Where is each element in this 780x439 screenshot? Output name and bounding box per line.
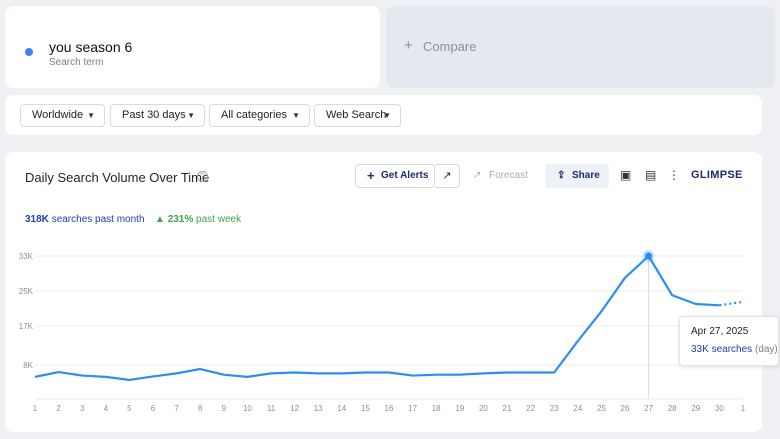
- x-tick-label: 2: [56, 404, 61, 413]
- x-tick-label: 11: [267, 404, 276, 413]
- plus-icon: +: [367, 168, 375, 183]
- search-type-label: Web Search: [326, 109, 387, 121]
- x-tick-label: 27: [644, 404, 653, 413]
- help-icon[interactable]: ?: [197, 171, 208, 182]
- x-tick-label: 8: [198, 404, 203, 413]
- time-range-label: Past 30 days: [122, 109, 186, 121]
- x-tick-label: 29: [691, 404, 700, 413]
- caret-down-icon: ▼: [87, 111, 95, 120]
- series-line: [34, 254, 720, 382]
- x-tick-label: 22: [526, 404, 535, 413]
- monthly-volume-stat: 318K searches past month: [25, 214, 145, 225]
- x-tick-label: 28: [668, 404, 677, 413]
- camera-icon[interactable]: ▣: [620, 168, 632, 182]
- chart-panel: Daily Search Volume Over Time ? + Get Al…: [5, 152, 779, 432]
- y-tick-label: 8K: [23, 361, 33, 370]
- x-tick-label: 21: [503, 404, 512, 413]
- plus-icon: +: [404, 37, 413, 54]
- caret-down-icon: ▼: [383, 111, 391, 120]
- tooltip-date: Apr 27, 2025: [691, 326, 749, 337]
- get-alerts-button[interactable]: + Get Alerts: [355, 164, 435, 188]
- x-tick-label: 23: [550, 404, 559, 413]
- x-tick-label: 9: [222, 404, 227, 413]
- x-tick-label: 30: [715, 404, 724, 413]
- y-tick-label: 17K: [19, 322, 34, 331]
- x-tick-label: 15: [361, 404, 370, 413]
- forecast-line: [719, 300, 744, 307]
- document-icon[interactable]: ▤: [645, 168, 657, 182]
- monthly-volume-suffix: searches past month: [51, 214, 145, 225]
- monthly-volume-value: 318K: [25, 214, 49, 225]
- x-tick-label: 20: [479, 404, 488, 413]
- chart-title: Daily Search Volume Over Time: [25, 170, 210, 185]
- tooltip-value: 33K searches (day): [691, 344, 778, 355]
- x-tick-label: 17: [408, 404, 417, 413]
- compare-label: Compare: [423, 39, 477, 54]
- time-range-dropdown[interactable]: Past 30 days ▼: [110, 104, 205, 127]
- weekly-growth-stat: ▲ 231% past week: [155, 214, 241, 225]
- x-tick-label: 26: [621, 404, 630, 413]
- forecast-label: Forecast: [489, 170, 528, 181]
- external-link-button[interactable]: ↗: [435, 164, 460, 188]
- region-label: Worldwide: [32, 109, 84, 121]
- trend-icon: ↗: [473, 170, 482, 181]
- y-tick-label: 33K: [19, 252, 34, 261]
- more-options-icon[interactable]: ⋮: [668, 168, 680, 182]
- x-tick-label: 18: [432, 404, 441, 413]
- highlight-halo: [642, 250, 655, 262]
- weekly-growth-value: 231%: [167, 214, 194, 225]
- x-tick-label: 1: [741, 404, 746, 413]
- x-tick-label: 10: [243, 404, 252, 413]
- category-label: All categories: [221, 109, 288, 121]
- x-tick-label: 6: [151, 404, 156, 413]
- search-type-dropdown[interactable]: Web Search ▼: [314, 104, 401, 127]
- tooltip-value-text: 33K searches: [691, 344, 753, 355]
- term-color-dot: [25, 48, 33, 56]
- x-tick-label: 14: [337, 404, 346, 413]
- tooltip-unit: (day): [754, 344, 778, 355]
- share-button[interactable]: ⇪ Share: [545, 164, 609, 188]
- x-tick-label: 16: [385, 404, 394, 413]
- x-tick-label: 4: [104, 404, 109, 413]
- x-tick-label: 3: [80, 404, 85, 413]
- x-tick-label: 13: [314, 404, 323, 413]
- caret-down-icon: ▼: [292, 111, 300, 120]
- category-dropdown[interactable]: All categories ▼: [209, 104, 310, 127]
- up-triangle-icon: ▲: [155, 214, 165, 225]
- region-dropdown[interactable]: Worldwide ▼: [20, 104, 105, 127]
- x-tick-label: 24: [573, 404, 582, 413]
- y-tick-label: 25K: [19, 287, 34, 296]
- chart-tooltip: Apr 27, 2025 33K searches (day): [679, 316, 779, 366]
- x-tick-label: 25: [597, 404, 606, 413]
- x-tick-label: 19: [455, 404, 464, 413]
- search-term-sublabel: Search term: [49, 57, 104, 68]
- brand-logo: GLIMPSE: [691, 169, 743, 181]
- filter-bar: Worldwide ▼ Past 30 days ▼ All categorie…: [5, 95, 762, 135]
- search-term-card[interactable]: you season 6 Search term: [5, 6, 380, 88]
- search-term-name: you season 6: [49, 39, 133, 55]
- caret-down-icon: ▼: [187, 111, 195, 120]
- forecast-button[interactable]: ↗ Forecast: [463, 164, 537, 188]
- share-icon: ⇪: [557, 170, 566, 181]
- get-alerts-label: Get Alerts: [381, 170, 429, 181]
- external-link-icon: ↗: [442, 170, 452, 182]
- x-tick-label: 12: [290, 404, 299, 413]
- compare-button[interactable]: + Compare: [386, 6, 775, 88]
- data-point: [645, 252, 653, 260]
- x-tick-label: 5: [127, 404, 132, 413]
- x-tick-label: 7: [174, 404, 179, 413]
- weekly-growth-suffix: past week: [196, 214, 242, 225]
- x-tick-label: 1: [33, 404, 38, 413]
- share-label: Share: [572, 170, 600, 181]
